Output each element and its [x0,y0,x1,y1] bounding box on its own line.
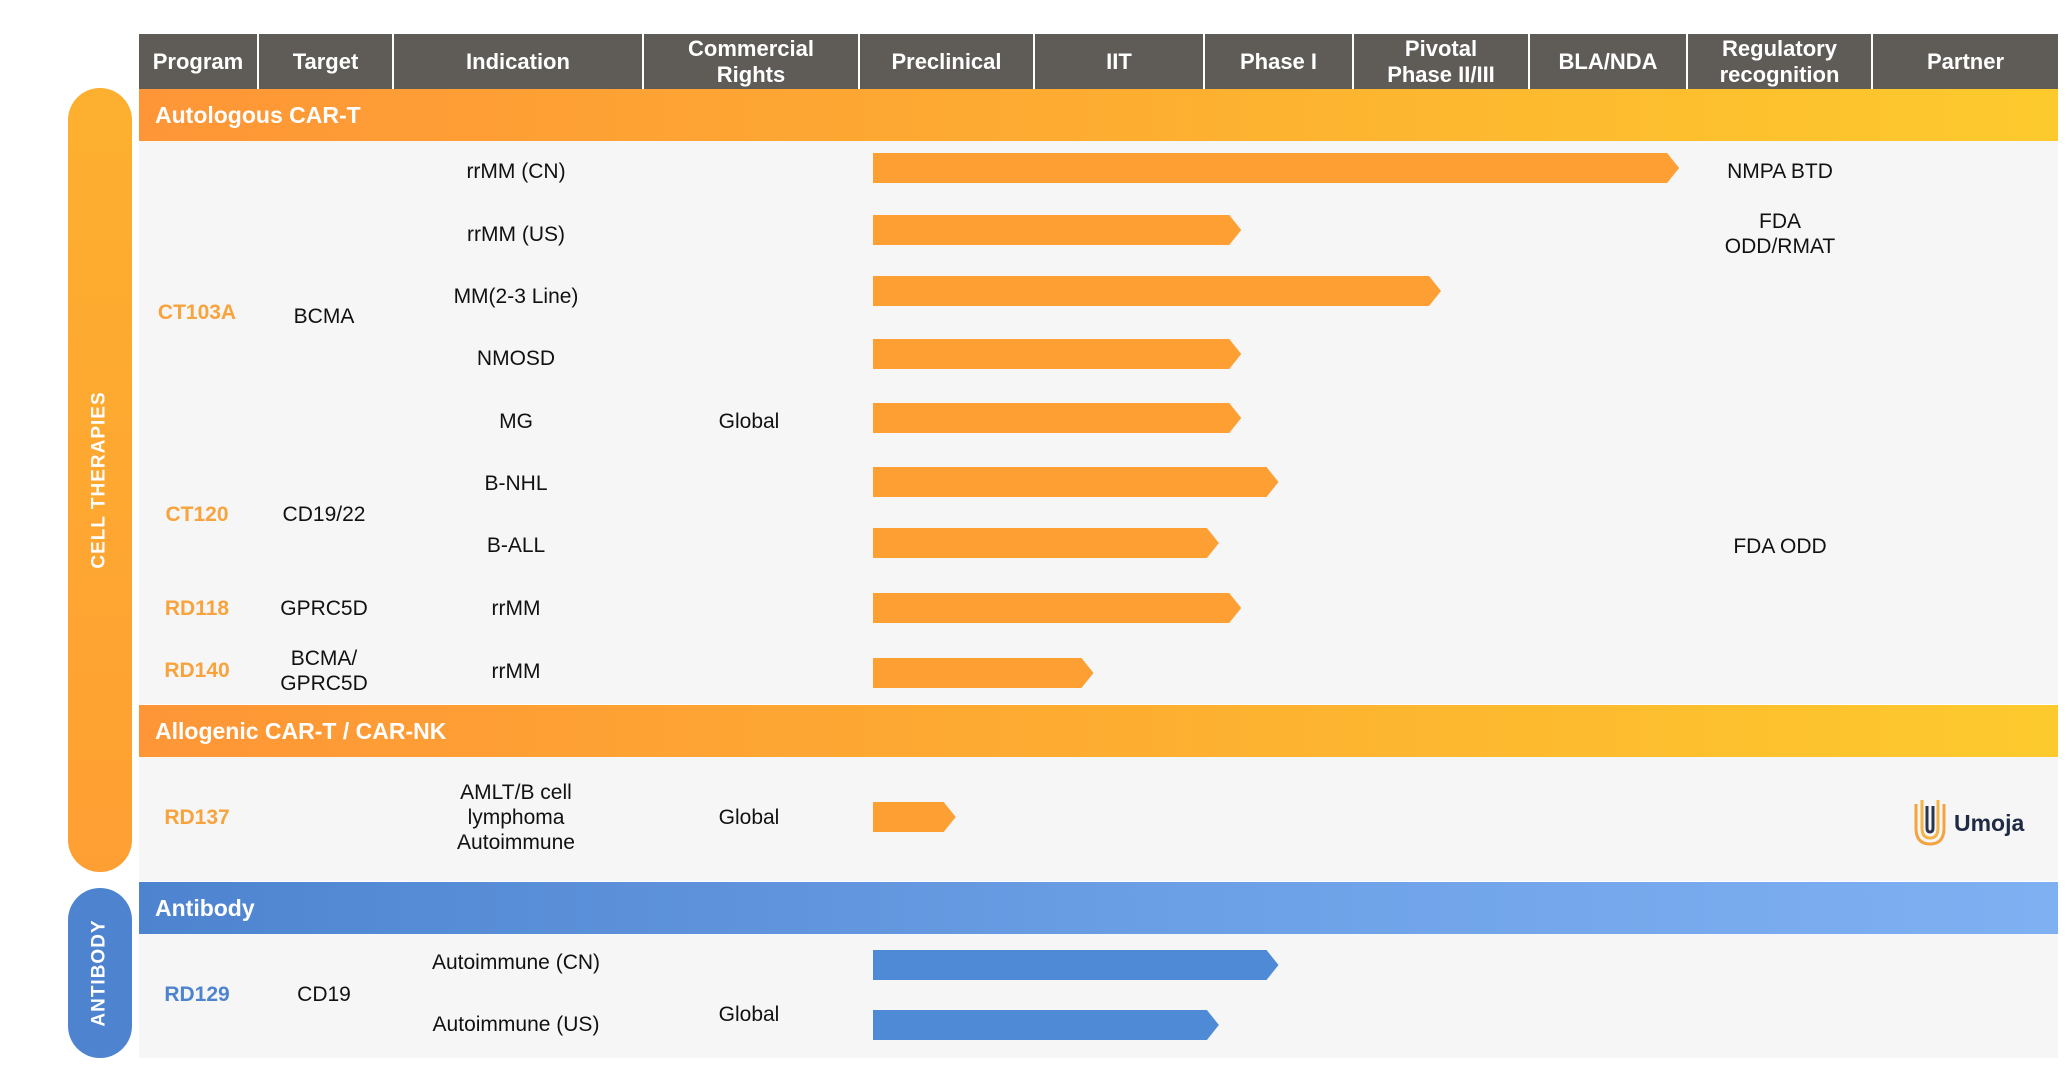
target-rd129: CD19 [297,983,351,1006]
header-target: Target [259,34,392,89]
header-iit: IIT [1035,34,1203,89]
indication-rrmm-cn: rrMM (CN) [466,160,566,183]
program-ct103a: CT103A [157,301,237,324]
progress-bar-8 [873,593,1241,623]
progress-bar-1 [873,153,1679,183]
umoja-logo: Umoja [1912,798,2024,848]
cell-therapies-label: CELL THERAPIES [89,391,110,569]
section-allogenic: Allogenic CAR-T / CAR-NK [139,705,2058,757]
header-program: Program [139,34,257,89]
progress-bar-5 [873,403,1241,433]
progress-bar-12 [873,1010,1219,1040]
target-rd140-line1: BCMA/ [290,647,358,670]
indication-rd137-line1: AMLT/B cell [460,781,572,804]
program-rd118: RD118 [164,597,230,620]
header-partner: Partner [1873,34,2058,89]
section-autologous: Autologous CAR-T [139,89,2058,141]
indication-autoimmune-us: Autoimmune (US) [432,1013,600,1036]
umoja-logo-word: Umoja [1954,809,2025,836]
header-indication: Indication [394,34,642,89]
header-phase1: Phase I [1205,34,1352,89]
rights-autologous: Global [718,410,780,433]
header-pivotal: Pivotal Phase II/III [1354,34,1528,89]
target-ct120: CD19/22 [282,503,366,526]
progress-bar-7 [873,528,1219,558]
progress-bar-11 [873,950,1279,980]
indication-mm-2-3-line: MM(2-3 Line) [453,285,579,308]
indication-mg: MG [499,410,533,433]
rights-antibody: Global [718,1003,780,1026]
antibody-pill: ANTIBODY [68,888,132,1058]
cell-therapies-pill: CELL THERAPIES [68,88,132,872]
program-rd137: RD137 [164,806,230,829]
indication-rd118-rrmm: rrMM [491,597,541,620]
target-rd140-line2: GPRC5D [280,672,368,695]
rights-allogenic: Global [718,806,780,829]
indication-rd137-line2: lymphoma [467,806,565,829]
header-preclinical: Preclinical [860,34,1033,89]
progress-bar-3 [873,276,1441,306]
header-regulatory: Regulatory recognition [1688,34,1871,89]
program-ct120: CT120 [165,503,229,526]
regulatory-fda-odd: FDA ODD [1733,535,1827,558]
program-rd140: RD140 [164,659,230,682]
indication-nmosd: NMOSD [476,347,556,370]
section-antibody: Antibody [139,882,2058,934]
progress-bar-9 [873,658,1094,688]
allogenic-panel [139,757,2058,881]
indication-b-all: B-ALL [486,534,546,557]
header-bla-nda: BLA/NDA [1530,34,1686,89]
indication-rd137-line3: Autoimmune [457,831,575,854]
regulatory-odd-rmat: ODD/RMAT [1724,235,1836,258]
regulatory-fda: FDA [1759,210,1801,233]
progress-bar-4 [873,339,1241,369]
progress-bar-6 [873,467,1279,497]
target-rd118: GPRC5D [280,597,368,620]
indication-rrmm-us: rrMM (US) [467,223,565,246]
antibody-side-label: ANTIBODY [89,919,111,1027]
header-commercial-rights: Commercial Rights [644,34,858,89]
indication-b-nhl: B-NHL [484,472,548,495]
regulatory-nmpa-btd: NMPA BTD [1727,160,1833,183]
indication-rd140-rrmm: rrMM [491,660,541,683]
target-ct103a: BCMA [293,305,355,328]
indication-autoimmune-cn: Autoimmune (CN) [431,951,601,974]
progress-bar-2 [873,215,1241,245]
program-rd129: RD129 [164,983,230,1006]
progress-bar-10 [873,802,956,832]
umoja-mark-icon [1914,800,1946,846]
